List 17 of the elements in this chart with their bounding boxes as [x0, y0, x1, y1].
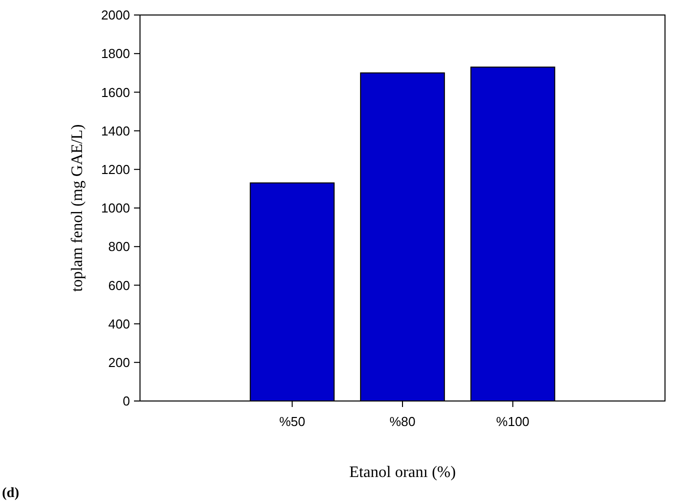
x-tick-label: %100 — [496, 414, 530, 429]
y-tick-label: 1000 — [101, 200, 130, 216]
y-tick-label: 600 — [108, 278, 130, 293]
text: (d) — [2, 486, 20, 501]
y-tick-label: 800 — [108, 239, 130, 254]
x-tick-label: %80 — [389, 414, 416, 429]
y-tick-label: 2000 — [101, 8, 130, 23]
y-tick-label: 1600 — [101, 84, 130, 100]
y-tick-label: 1800 — [101, 46, 130, 62]
x-tick-label: %50 — [279, 414, 306, 429]
y-tick-label: 0 — [122, 394, 130, 409]
y-axis-title: toplam fenol (mg GAE/L) — [69, 124, 86, 292]
y-tick-label: 1200 — [101, 162, 130, 177]
x-axis-title: Etanol oranı (%) — [349, 464, 456, 481]
y-tick-label: 200 — [108, 354, 130, 370]
y-tick-label: 1400 — [101, 123, 130, 138]
y-tick-label: 400 — [108, 316, 130, 332]
